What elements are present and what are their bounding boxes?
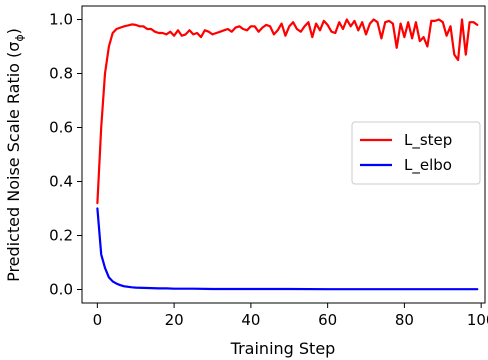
legend: L_step L_elbo [351, 121, 481, 185]
x-tick-label: 40 [241, 311, 260, 329]
plot-frame [81, 5, 486, 304]
y-axis-label-main: Predicted Noise Scale Ratio (σ [4, 42, 23, 282]
x-axis: 0 20 40 60 80 100 [93, 303, 488, 329]
series-line-l-elbo [96, 207, 479, 291]
x-tick-label: 80 [395, 311, 414, 329]
x-tick-label: 0 [93, 311, 103, 329]
x-tick-label: 100 [467, 311, 488, 329]
legend-label-l-elbo: L_elbo [404, 156, 452, 175]
y-tick-label: 0.0 [49, 281, 73, 299]
y-tick-label: 0.4 [49, 173, 73, 191]
series-line-l-step [96, 18, 479, 205]
y-tick-label: 0.2 [49, 227, 73, 245]
y-tick-label: 0.6 [49, 119, 73, 137]
y-axis-label-subscript: ϕ [13, 34, 26, 41]
x-axis-label: Training Step [230, 339, 336, 358]
x-tick-label: 60 [318, 311, 337, 329]
y-tick-label: 1.0 [49, 11, 73, 29]
legend-box [351, 121, 481, 185]
x-tick-label: 20 [165, 311, 184, 329]
y-tick-label: 0.8 [49, 65, 73, 83]
y-axis: 0.0 0.2 0.4 0.6 0.8 1.0 [49, 11, 82, 299]
y-axis-label: Predicted Noise Scale Ratio (σϕ) [4, 28, 26, 282]
legend-label-l-step: L_step [404, 131, 452, 150]
series-layer [96, 18, 479, 291]
y-axis-label-close: ) [4, 28, 23, 34]
